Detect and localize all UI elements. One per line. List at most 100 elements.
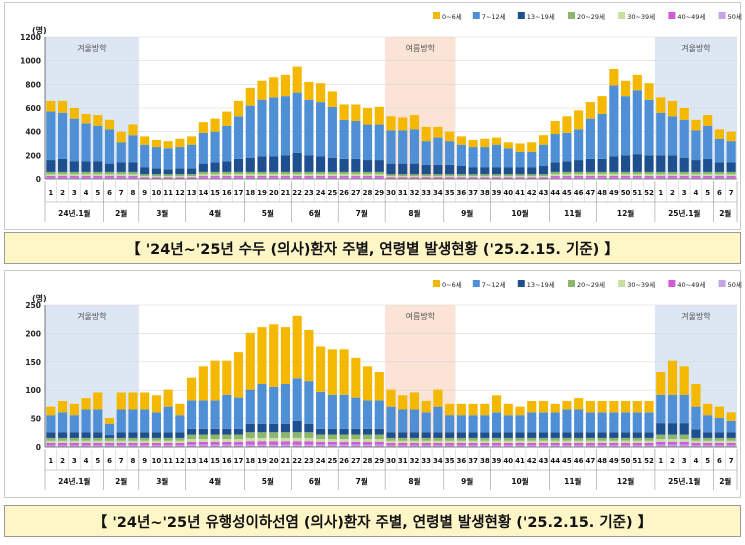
mumps-week-label-38: 39 — [492, 457, 502, 465]
chickenpox-bar-49-seg-2 — [621, 155, 631, 172]
chickenpox-bar-7-seg-0 — [128, 124, 138, 136]
chickenpox-bar-33-seg-5 — [433, 177, 443, 179]
chickenpox-bar-36-seg-0 — [468, 139, 478, 148]
mumps-bar-5-seg-2 — [104, 435, 115, 438]
mumps-bar-12-seg-4 — [187, 439, 197, 442]
chickenpox-bar-15-seg-4 — [222, 174, 232, 177]
mumps-bar-45-seg-3 — [574, 437, 584, 441]
chickenpox-bar-11-seg-5 — [175, 177, 185, 179]
chickenpox-bar-58-seg-5 — [726, 176, 736, 178]
chickenpox-bar-19-seg-4 — [269, 174, 279, 177]
mumps-bar-16-seg-0 — [233, 352, 244, 398]
mumps-bar-43-seg-5 — [550, 443, 560, 446]
mumps-bar-22-seg-6 — [304, 444, 314, 447]
chickenpox-bar-54-seg-1 — [679, 119, 689, 158]
chickenpox-bar-44-seg-2 — [562, 161, 572, 172]
chickenpox-bar-47-seg-6 — [597, 177, 607, 179]
chickenpox-bar-4-seg-3 — [93, 171, 103, 175]
chickenpox-bar-10-seg-0 — [163, 141, 173, 149]
chickenpox-bar-57-seg-4 — [714, 174, 724, 177]
mumps-bar-42-seg-4 — [538, 440, 549, 444]
mumps-bar-48-seg-5 — [609, 443, 619, 446]
chickenpox-bar-10-seg-2 — [163, 169, 173, 175]
mumps-month-label-11: 12월 — [617, 476, 634, 486]
chickenpox-bar-58-seg-3 — [726, 171, 736, 175]
mumps-week-label-49: 50 — [621, 457, 631, 465]
mumps-bar-43-seg-2 — [550, 432, 560, 438]
mumps-week-label-32: 33 — [421, 457, 431, 465]
mumps-bar-12-seg-1 — [187, 400, 197, 429]
mumps-bar-9-seg-2 — [151, 432, 161, 438]
mumps-bar-47-seg-2 — [597, 432, 607, 438]
mumps-bar-38-seg-6 — [491, 445, 502, 447]
mumps-bar-2-seg-4 — [69, 440, 79, 444]
mumps-bar-6-seg-3 — [116, 437, 126, 441]
chickenpox-bar-26-seg-5 — [351, 176, 361, 178]
chickenpox-bar-4-seg-0 — [93, 115, 103, 126]
chickenpox-bar-14-seg-3 — [210, 171, 220, 175]
chickenpox-bar-20-seg-2 — [280, 155, 291, 172]
chickenpox-week-label-21: 22 — [292, 189, 302, 197]
chickenpox-bar-3-seg-0 — [81, 113, 91, 124]
mumps-month-label-2: 3월 — [156, 476, 168, 486]
chickenpox-month-label-4: 5월 — [262, 208, 274, 218]
mumps-bar-18-seg-3 — [257, 432, 267, 438]
mumps-bar-15-seg-2 — [222, 428, 232, 435]
mumps-bar-31-seg-2 — [409, 432, 420, 438]
chickenpox-bar-1-seg-5 — [58, 176, 68, 178]
mumps-bar-58-seg-6 — [726, 445, 736, 447]
chickenpox-bar-46-seg-4 — [585, 174, 595, 177]
mumps-bar-51-seg-3 — [644, 437, 654, 441]
mumps-bar-11-seg-5 — [175, 443, 185, 446]
chickenpox-bar-43-seg-1 — [550, 134, 560, 163]
chickenpox-bar-28-seg-2 — [374, 160, 384, 172]
chickenpox-bar-16-seg-3 — [233, 171, 244, 175]
chickenpox-bar-0-seg-0 — [46, 100, 56, 112]
chickenpox-bar-38-seg-1 — [491, 144, 502, 168]
mumps-bar-33-seg-6 — [433, 445, 443, 447]
chickenpox-bar-13-seg-2 — [198, 163, 208, 172]
mumps-week-label-8: 9 — [142, 457, 147, 465]
chickenpox-bar-37-seg-5 — [480, 177, 490, 179]
mumps-week-label-5: 6 — [107, 457, 112, 465]
chickenpox-bar-17-seg-5 — [245, 176, 255, 178]
chickenpox-bar-7-seg-3 — [128, 171, 138, 175]
mumps-bar-51-seg-1 — [644, 412, 654, 433]
chickenpox-bar-9-seg-5 — [151, 177, 161, 179]
chickenpox-bar-31-seg-3 — [409, 174, 420, 177]
mumps-bar-22-seg-2 — [304, 423, 314, 433]
chickenpox-bar-2-seg-0 — [69, 108, 79, 119]
mumps-bar-46-seg-6 — [585, 445, 595, 447]
mumps-legend-swatch-4 — [618, 280, 626, 287]
chickenpox-week-label-36: 37 — [468, 189, 478, 197]
mumps-bar-6-seg-0 — [116, 392, 126, 410]
mumps-week-label-3: 4 — [84, 457, 89, 465]
chickenpox-bar-45-seg-5 — [574, 176, 584, 178]
mumps-legend-label-0: 0~6세 — [442, 280, 462, 289]
chickenpox-week-label-37: 38 — [480, 189, 490, 197]
mumps-bar-23-seg-0 — [316, 346, 326, 392]
mumps-caption: 【 '24년~'25년 유행성이하선염 (의사)환자 주별, 연령별 발생현황 … — [4, 505, 741, 537]
mumps-bar-49-seg-6 — [621, 445, 631, 447]
mumps-bar-36-seg-2 — [468, 432, 478, 438]
chickenpox-bar-38-seg-5 — [491, 177, 502, 179]
mumps-bar-3-seg-5 — [81, 443, 91, 446]
mumps-bar-56-seg-0 — [703, 403, 713, 416]
chickenpox-week-label-58: 7 — [729, 189, 734, 197]
mumps-bar-41-seg-3 — [527, 437, 537, 441]
mumps-bar-32-seg-2 — [421, 432, 431, 438]
mumps-bar-37-seg-4 — [480, 440, 490, 444]
chickenpox-bar-3-seg-5 — [81, 176, 91, 178]
mumps-bar-29-seg-5 — [386, 443, 396, 446]
chickenpox-bar-57-seg-5 — [714, 176, 724, 178]
mumps-bar-14-seg-4 — [210, 439, 220, 442]
chickenpox-bar-46-seg-2 — [585, 158, 595, 172]
mumps-bar-5-seg-4 — [104, 440, 115, 444]
mumps-bar-18-seg-5 — [257, 441, 267, 445]
mumps-bar-31-seg-1 — [409, 409, 420, 433]
mumps-bar-13-seg-0 — [198, 366, 208, 401]
chickenpox-chart-svg: 0~6세 7~12세 13~19세 20~29세 30~39세 40~49세 50세 이상겨… — [20, 12, 742, 222]
chickenpox-bar-24-seg-6 — [327, 177, 337, 179]
chickenpox-bar-43-seg-2 — [550, 162, 560, 172]
mumps-bar-39-seg-1 — [503, 415, 513, 433]
